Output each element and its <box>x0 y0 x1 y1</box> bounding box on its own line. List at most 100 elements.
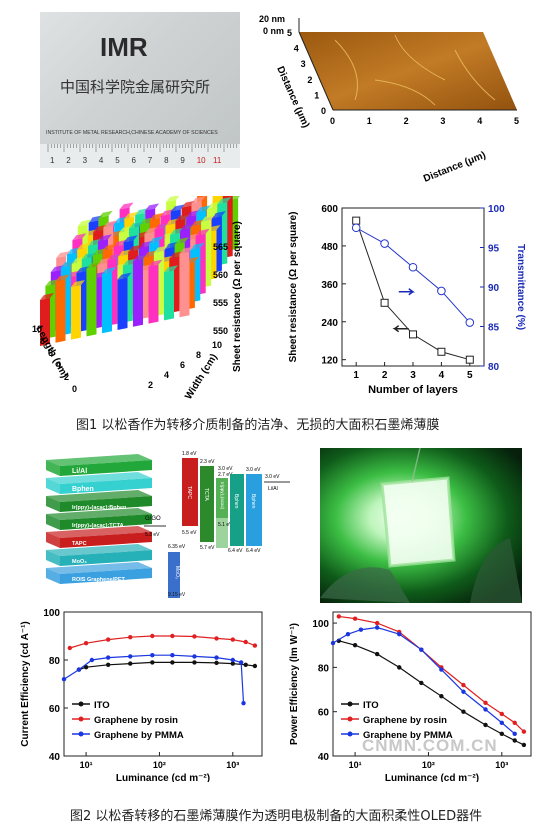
pe-legend-marker <box>347 731 353 737</box>
ce-y-tick: 60 <box>49 704 61 715</box>
figure2-caption: 图2 以松香转移的石墨烯薄膜作为透明电极制备的大面积柔性OLED器件 <box>70 809 483 824</box>
bar3d-bar-top <box>76 266 91 273</box>
pe-point <box>419 647 424 652</box>
ce-point <box>192 654 197 659</box>
bar3d-bar-top <box>124 211 139 219</box>
energy-label-moo3: MoO₃ <box>174 566 180 579</box>
bar3d-bar-top <box>174 237 189 245</box>
res-point-resistance <box>465 355 474 364</box>
res-arrow-left <box>392 325 409 333</box>
bar3d-width-tick: 10 <box>212 340 222 350</box>
pe-point <box>439 693 444 699</box>
ce-point <box>150 660 155 665</box>
bar3d-chart: Sheet resistance (Ω per square) 550 555 56… <box>30 182 265 402</box>
energy-value-bphen2-top: 3.0 eV <box>246 467 261 473</box>
stack-layer: Bphen <box>46 472 152 494</box>
ce-point <box>89 657 95 663</box>
bar3d-bar-top <box>40 293 54 300</box>
energy-svg: G/GO 5.3 eV 6.35 eV 9.15 eV MoO₃ 1.8 eV … <box>144 451 290 598</box>
res-point-transmittance <box>465 318 475 327</box>
pe-point <box>521 729 527 734</box>
bar3d-bar-top <box>217 197 232 204</box>
ce-point <box>76 667 82 672</box>
res-x-tick: 3 <box>410 370 416 381</box>
afm-z-tick-0: 0 nm <box>263 26 284 36</box>
bar3d-bar-top <box>164 265 178 273</box>
ce-point <box>252 663 258 669</box>
res-y-tick: 480 <box>321 242 338 253</box>
ce-point <box>241 701 246 706</box>
bar3d-bar-top <box>128 244 143 252</box>
bar3d-bar-top <box>123 235 138 243</box>
afm-bottom-tick: 5 <box>514 116 519 126</box>
pe-point <box>499 711 505 717</box>
res-arrow-right <box>398 288 416 296</box>
stack-layer: TAPC <box>46 526 152 548</box>
bar3d-width-axis: 2 4 6 8 10 <box>148 340 222 390</box>
afm-left-tick: 4 <box>294 44 299 54</box>
ruler-number: 7 <box>148 156 153 165</box>
ce-legend-label: ITO <box>94 700 110 711</box>
energy-label-tcta: TCTA <box>203 488 209 501</box>
pe-x-label: Luminance (cd m⁻²) <box>385 773 479 782</box>
oled-photo-svg <box>320 447 522 603</box>
bar3d-bar-top <box>186 210 201 217</box>
bar3d-bar <box>117 277 128 330</box>
bar3d-bar <box>133 259 143 327</box>
bar3d-bar-top <box>60 260 75 268</box>
res-x-tick: 4 <box>439 370 445 381</box>
bar3d-bar-top <box>180 223 195 231</box>
res-y2-tick: 90 <box>488 283 500 294</box>
bar3d-bar-top <box>122 258 137 266</box>
ce-point <box>128 635 133 640</box>
oled-device-photo <box>320 447 522 603</box>
bar3d-width-tick: 6 <box>180 360 185 370</box>
pe-point <box>483 707 488 712</box>
energy-value-moo3-top: 6.35 eV <box>168 544 186 550</box>
bar3d-bar-top <box>143 250 158 258</box>
ce-point <box>105 637 111 642</box>
res-y-tick: 120 <box>321 356 338 367</box>
ce-point <box>230 661 236 666</box>
bar3d-bar <box>179 251 190 318</box>
energy-value-ir-low: 5.1 eV <box>218 522 233 528</box>
pe-point <box>374 620 380 626</box>
ce-point <box>192 660 197 665</box>
bar3d-bar-top <box>113 239 128 247</box>
bar3d-bar-top <box>179 246 194 254</box>
bar3d-bar-top <box>149 212 164 220</box>
afm-left-tick: 5 <box>287 28 292 38</box>
res-y-tick: 240 <box>321 318 338 329</box>
res-series-line <box>355 227 471 323</box>
ce-point <box>243 639 248 645</box>
pe-x-tick: 10¹ <box>349 760 362 770</box>
afm-left-tick: 1 <box>314 90 319 100</box>
energy-diagram: G/GO 5.3 eV 6.35 eV 9.15 eV MoO₃ 1.8 eV … <box>140 448 292 598</box>
energy-value-moo3-bottom: 9.15 eV <box>168 592 186 598</box>
res-series-line <box>355 220 470 361</box>
afm-z-tick-20: 20 nm <box>259 14 285 24</box>
bar3d-length-tick: 6 <box>48 348 53 358</box>
bar3d-bars <box>40 182 243 346</box>
bar3d-bar-top <box>195 228 210 236</box>
pe-point <box>461 689 466 694</box>
pe-point <box>512 731 517 737</box>
ce-point <box>243 662 248 667</box>
res-point-transmittance <box>408 262 418 272</box>
pe-point <box>330 640 336 646</box>
bar3d-bar-top <box>153 245 168 253</box>
ce-plot-frame <box>63 611 263 757</box>
bar3d-length-tick: 10 <box>32 324 42 334</box>
ce-point <box>214 636 219 641</box>
ce-point <box>170 633 175 639</box>
bar3d-svg: Sheet resistance (Ω per square) 550 555 56… <box>32 182 243 402</box>
bar3d-bar <box>102 272 112 334</box>
bar3d-bar-top <box>181 200 196 208</box>
energy-value-ir-mid: 2.7 eV <box>218 472 233 478</box>
pe-point <box>483 700 488 706</box>
energy-label-bphen1: Bphen <box>233 494 239 509</box>
afm-left-tick: 2 <box>307 75 312 85</box>
